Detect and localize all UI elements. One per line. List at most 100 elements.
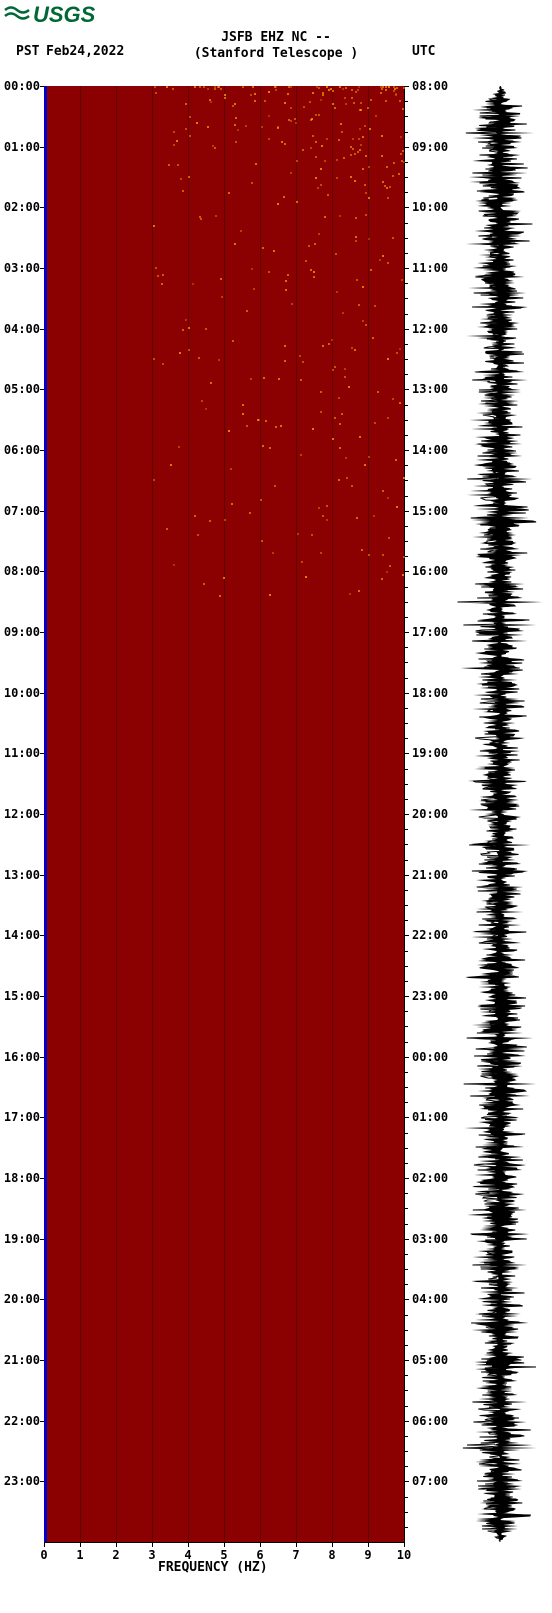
spectrogram-speckle bbox=[268, 271, 270, 273]
spectrogram-speckle bbox=[322, 345, 324, 347]
spectrogram-speckle bbox=[381, 88, 383, 90]
utc-tick-mark bbox=[405, 1481, 409, 1482]
spectrogram-speckle bbox=[357, 151, 359, 153]
utc-tick-label: 01:00 bbox=[412, 1110, 448, 1124]
spectrogram-speckle bbox=[294, 118, 296, 120]
freq-tick-mark bbox=[152, 1543, 153, 1547]
spectrogram-speckle bbox=[356, 517, 358, 519]
spectrogram-speckle bbox=[402, 108, 404, 110]
spectrogram-speckle bbox=[252, 86, 254, 88]
pst-tick-label: 19:00 bbox=[0, 1232, 40, 1246]
utc-minor-tick bbox=[405, 844, 408, 845]
spectrogram-speckle bbox=[320, 184, 322, 186]
spectrogram-speckle bbox=[318, 233, 320, 235]
spectrogram-speckle bbox=[345, 457, 347, 459]
spectrogram-speckle bbox=[332, 103, 334, 105]
spectrogram-speckle bbox=[194, 86, 196, 88]
utc-minor-tick bbox=[405, 314, 408, 315]
spectrogram-speckle bbox=[251, 268, 253, 270]
spectrogram-speckle bbox=[291, 303, 293, 305]
spectrogram-speckle bbox=[396, 352, 398, 354]
pst-tick-mark bbox=[40, 1421, 44, 1422]
utc-tick-mark bbox=[405, 207, 409, 208]
spectrogram-speckle bbox=[262, 247, 264, 249]
freq-tick-mark bbox=[44, 1543, 45, 1547]
spectrogram-speckle bbox=[320, 552, 322, 554]
spectrogram-speckle bbox=[223, 577, 225, 579]
spectrogram-speckle bbox=[299, 355, 301, 357]
spectrogram-speckle bbox=[362, 168, 364, 170]
spectrogram-speckle bbox=[296, 201, 298, 203]
spectrogram-speckle bbox=[265, 420, 267, 422]
spectrogram-speckle bbox=[344, 376, 346, 378]
utc-tick-mark bbox=[405, 935, 409, 936]
spectrogram-speckle bbox=[374, 422, 376, 424]
spectrogram-speckle bbox=[399, 100, 401, 102]
pst-tick-label: 08:00 bbox=[0, 564, 40, 578]
spectrogram-speckle bbox=[351, 485, 353, 487]
spectrogram-speckle bbox=[351, 97, 353, 99]
spectrogram-speckle bbox=[228, 192, 230, 194]
spectrogram-speckle bbox=[312, 92, 314, 94]
spectrogram-gridline bbox=[116, 86, 117, 1542]
spectrogram-speckle bbox=[346, 477, 348, 479]
spectrogram-speckle bbox=[192, 283, 194, 285]
spectrogram-speckle bbox=[365, 192, 367, 194]
freq-tick-mark bbox=[260, 1543, 261, 1547]
spectrogram-speckle bbox=[218, 359, 220, 361]
spectrogram-speckle bbox=[224, 519, 226, 521]
spectrogram-speckle bbox=[318, 87, 320, 89]
pst-tick-label: 07:00 bbox=[0, 504, 40, 518]
spectrogram-speckle bbox=[313, 271, 315, 273]
utc-tick-mark bbox=[405, 1178, 409, 1179]
spectrogram-speckle bbox=[224, 94, 226, 96]
spectrogram-speckle bbox=[385, 86, 387, 88]
utc-minor-tick bbox=[405, 298, 408, 299]
spectrogram-speckle bbox=[382, 554, 384, 556]
pst-tick-label: 10:00 bbox=[0, 686, 40, 700]
utc-tick-label: 20:00 bbox=[412, 807, 448, 821]
spectrogram-gridline bbox=[224, 86, 225, 1542]
spectrogram-speckle bbox=[350, 146, 352, 148]
spectrogram-speckle bbox=[387, 417, 389, 419]
spectrogram-speckle bbox=[200, 218, 202, 220]
spectrogram-speckle bbox=[348, 386, 350, 388]
spectrogram-speckle bbox=[272, 552, 274, 554]
pst-tick-mark bbox=[40, 1360, 44, 1361]
spectrogram-speckle bbox=[377, 391, 379, 393]
spectrogram-speckle bbox=[275, 86, 277, 88]
spectrogram-speckle bbox=[387, 497, 389, 499]
spectrogram-speckle bbox=[310, 147, 312, 149]
utc-minor-tick bbox=[405, 1026, 408, 1027]
pst-tick-mark bbox=[40, 571, 44, 572]
pst-tick-mark bbox=[40, 814, 44, 815]
pst-tick-label: 09:00 bbox=[0, 625, 40, 639]
utc-tick-mark bbox=[405, 1057, 409, 1058]
spectrogram-speckle bbox=[245, 125, 247, 127]
utc-tick-label: 19:00 bbox=[412, 746, 448, 760]
spectrogram-gridline bbox=[332, 86, 333, 1542]
spectrogram-speckle bbox=[305, 260, 307, 262]
spectrogram-speckle bbox=[281, 141, 283, 143]
pst-tick-mark bbox=[40, 268, 44, 269]
utc-minor-tick bbox=[405, 1345, 408, 1346]
utc-tick-mark bbox=[405, 1421, 409, 1422]
spectrogram-bg bbox=[44, 86, 404, 1542]
spectrogram-speckle bbox=[257, 419, 259, 421]
pst-tick-mark bbox=[40, 1117, 44, 1118]
spectrogram-speckle bbox=[368, 456, 370, 458]
spectrogram-speckle bbox=[356, 279, 358, 281]
utc-tick-label: 22:00 bbox=[412, 928, 448, 942]
spectrogram-speckle bbox=[240, 230, 242, 232]
spectrogram-speckle bbox=[322, 92, 324, 94]
spectrogram-speckle bbox=[362, 286, 364, 288]
spectrogram-speckle bbox=[314, 243, 316, 245]
utc-tick-mark bbox=[405, 1360, 409, 1361]
spectrogram-speckle bbox=[331, 339, 333, 341]
spectrogram-speckle bbox=[311, 534, 313, 536]
utc-minor-tick bbox=[405, 662, 408, 663]
pst-tick-label: 21:00 bbox=[0, 1353, 40, 1367]
utc-minor-tick bbox=[405, 1011, 408, 1012]
spectrogram-speckle bbox=[339, 86, 341, 88]
spectrogram-speckle bbox=[205, 408, 207, 410]
